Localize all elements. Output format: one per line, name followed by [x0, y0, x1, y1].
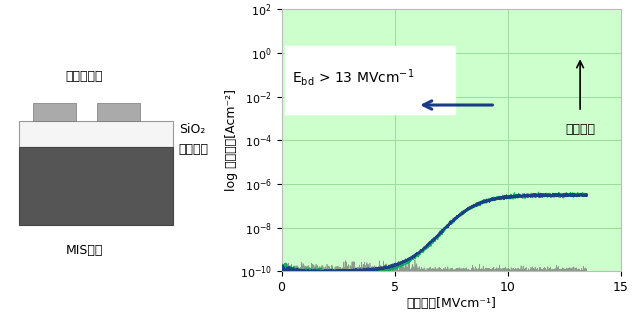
- Y-axis label: log 電流密度[Acm⁻²]: log 電流密度[Acm⁻²]: [225, 90, 238, 191]
- Bar: [19, 147, 173, 225]
- Bar: [97, 103, 140, 121]
- Text: SiO₂: SiO₂: [179, 123, 205, 136]
- Text: アルミ電極: アルミ電極: [65, 70, 103, 83]
- Text: 破壊電圧: 破壊電圧: [565, 124, 595, 136]
- Text: シリコン: シリコン: [179, 143, 209, 156]
- Text: E$_{\rm bd}$ > 13 MVcm$^{-1}$: E$_{\rm bd}$ > 13 MVcm$^{-1}$: [292, 67, 414, 88]
- FancyBboxPatch shape: [285, 46, 454, 114]
- Bar: [19, 121, 173, 147]
- Text: MIS構造: MIS構造: [65, 244, 103, 257]
- Bar: [33, 103, 76, 121]
- X-axis label: 電界強度[MVcm⁻¹]: 電界強度[MVcm⁻¹]: [406, 297, 496, 310]
